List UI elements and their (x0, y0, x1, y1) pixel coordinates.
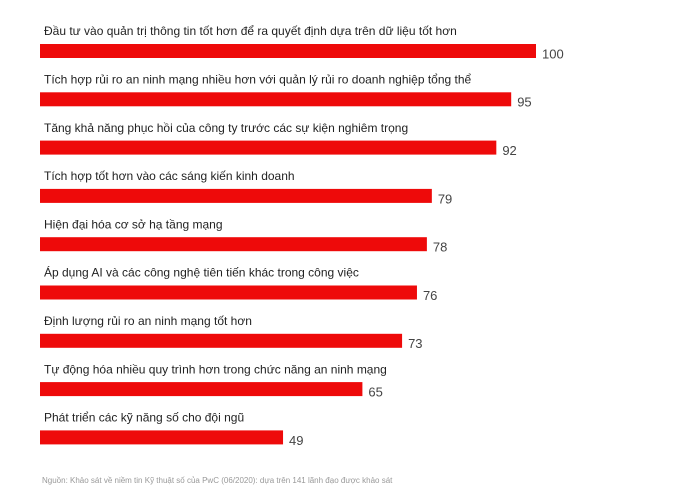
value-label: 95 (517, 95, 531, 110)
value-label: 65 (368, 385, 382, 400)
category-label: Tích hợp tốt hơn vào các sáng kiến kinh … (44, 169, 295, 183)
source-note: Nguồn: Khảo sát về niềm tin Kỹ thuật số … (42, 476, 393, 485)
value-label: 73 (408, 336, 422, 351)
category-label: Tăng khả năng phục hồi của công ty trước… (44, 121, 408, 135)
bar (40, 140, 497, 155)
value-label: 76 (423, 288, 437, 303)
value-label: 49 (289, 433, 303, 448)
category-label: Hiện đại hóa cơ sở hạ tầng mạng (44, 217, 223, 231)
value-label: 92 (502, 143, 516, 158)
category-label: Tự động hóa nhiều quy trình hơn trong ch… (44, 362, 387, 376)
bar (40, 188, 432, 203)
category-label: Áp dụng AI và các công nghệ tiên tiến kh… (44, 265, 359, 280)
value-label: 79 (438, 191, 452, 206)
bar (40, 430, 284, 445)
bar (40, 382, 363, 397)
bar (40, 237, 427, 252)
value-label: 78 (433, 240, 447, 255)
category-label: Đầu tư vào quản trị thông tin tốt hơn để… (44, 24, 457, 38)
category-label: Phát triển các kỹ năng số cho đội ngũ (44, 411, 244, 425)
bar (40, 44, 536, 58)
bar (40, 92, 512, 107)
value-label: 100 (542, 46, 564, 61)
bar (40, 333, 403, 348)
category-label: Tích hợp rủi ro an ninh mạng nhiều hơn v… (44, 72, 472, 86)
bar (40, 285, 417, 300)
category-label: Định lượng rủi ro an ninh mạng tốt hơn (44, 314, 252, 328)
